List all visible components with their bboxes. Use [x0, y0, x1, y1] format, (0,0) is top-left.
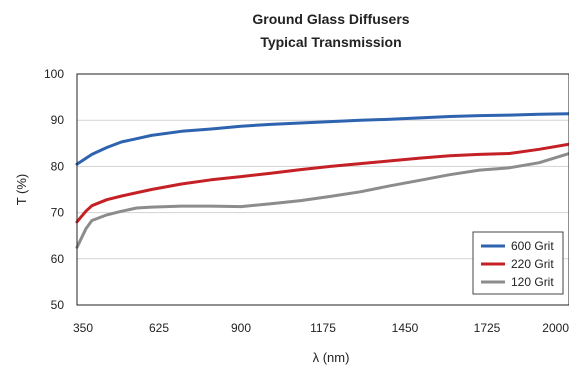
- legend: 600 Grit 220 Grit 120 Grit: [472, 231, 564, 295]
- x-tick-label: 1725: [474, 321, 501, 335]
- x-tick-label: 2000: [542, 321, 569, 335]
- x-tick-label: 900: [231, 321, 251, 335]
- legend-label: 600 Grit: [511, 239, 554, 253]
- x-tick-labels: 350 625 900 1175 1450 1725 2000: [73, 321, 569, 335]
- x-tick-label: 350: [73, 321, 93, 335]
- chart-subtitle: Typical Transmission: [260, 34, 401, 50]
- x-tick-label: 1175: [310, 321, 336, 335]
- y-tick-label: 90: [51, 113, 65, 127]
- y-tick-label: 70: [51, 206, 65, 220]
- legend-label: 120 Grit: [511, 275, 554, 289]
- series-line: [75, 112, 569, 166]
- series-layer: [75, 112, 569, 249]
- x-axis-label: λ (nm): [313, 350, 350, 365]
- x-tick-label: 625: [149, 321, 169, 335]
- y-tick-label: 50: [51, 298, 65, 312]
- x-tick-label: 1450: [392, 321, 419, 335]
- plot-frame: [76, 73, 569, 306]
- y-tick-label: 80: [51, 159, 65, 173]
- y-tick-label: 100: [44, 67, 64, 81]
- y-axis-label: T (%): [14, 174, 29, 206]
- series-line: [75, 152, 569, 249]
- chart-title: Ground Glass Diffusers: [252, 11, 409, 27]
- legend-label: 220 Grit: [511, 257, 554, 271]
- series-line: [75, 142, 569, 224]
- y-tick-label: 60: [51, 252, 65, 266]
- y-tick-labels: 50 60 70 80 90 100: [44, 67, 64, 312]
